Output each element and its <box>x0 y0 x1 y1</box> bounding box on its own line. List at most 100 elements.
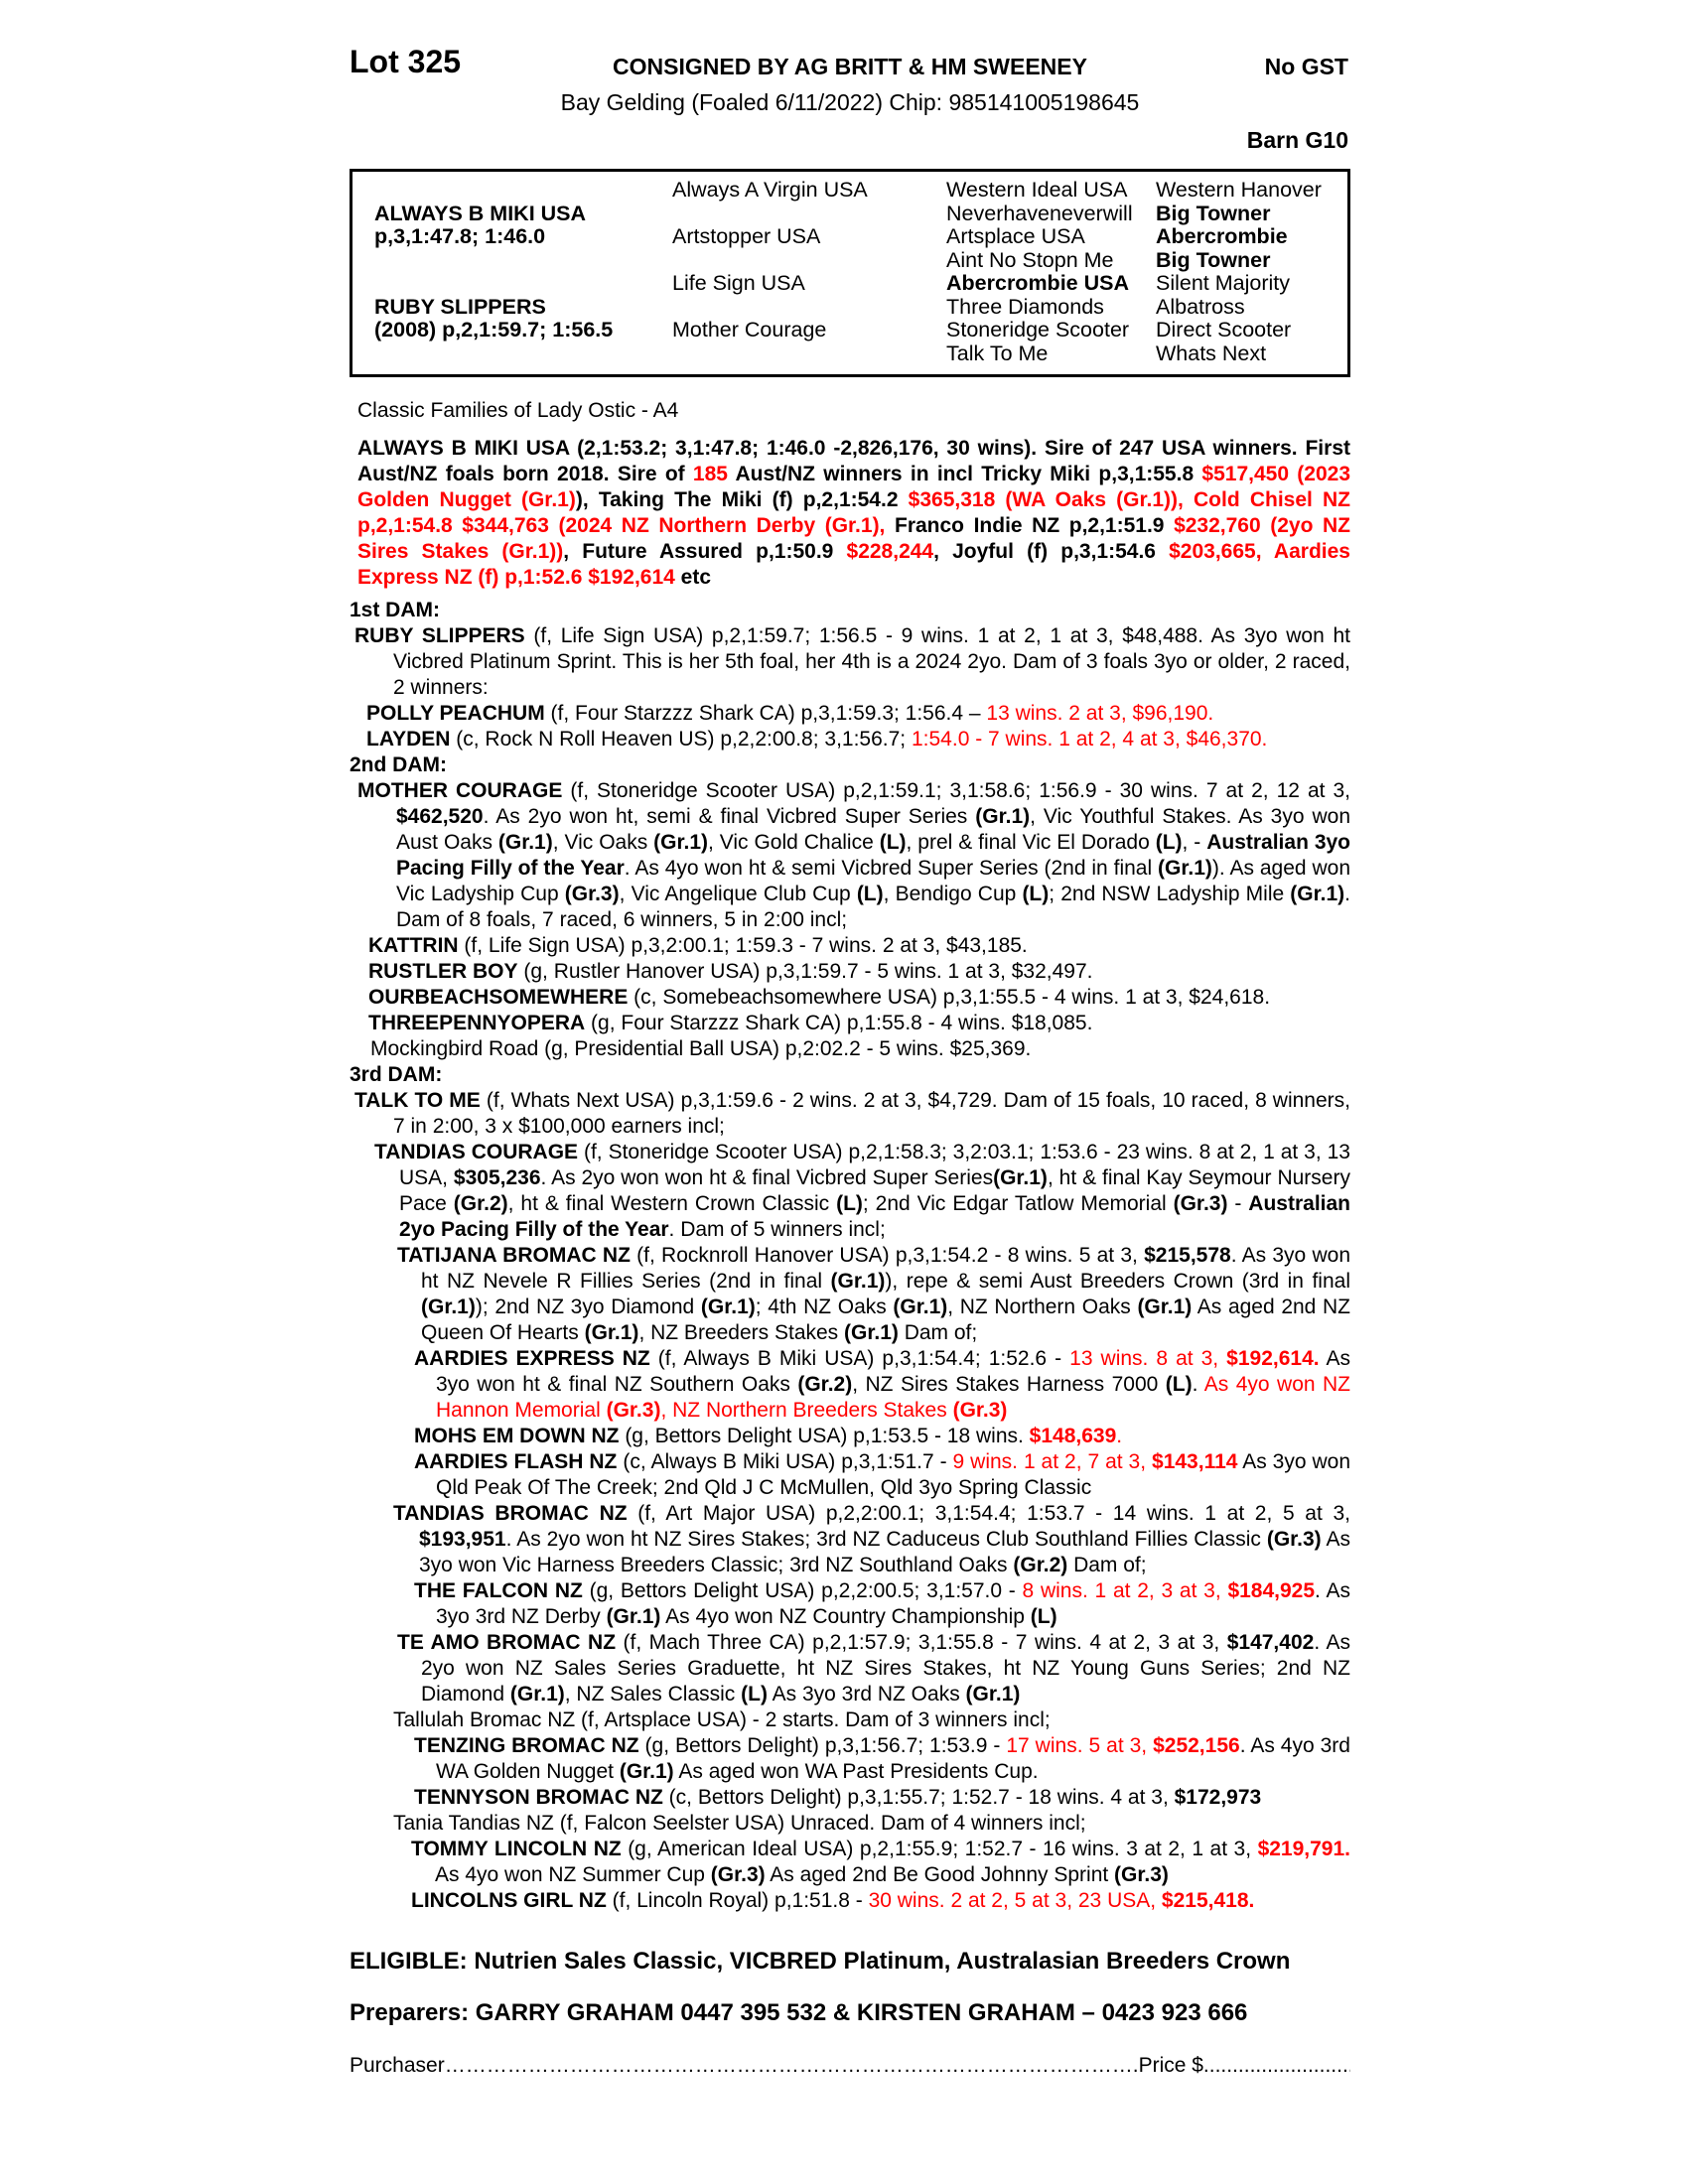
price-label: Price $ <box>1138 2054 1203 2077</box>
text-segment: . As 3yo 3rd NZ Derby <box>436 1579 1350 1628</box>
text-segment: $219,791. <box>1257 1838 1350 1860</box>
text-segment: $184,925 <box>1227 1579 1316 1602</box>
text-segment: As 4yo won NZ Country Championship <box>660 1605 1031 1628</box>
mockingbird-road: Mockingbird Road (g, Presidential Ball U… <box>350 1036 1350 1062</box>
text-segment: $365,318 (WA Oaks (Gr.1)), Cold Chisel N… <box>357 488 1351 537</box>
pedigree-cell: Whats Next <box>1156 341 1267 365</box>
ruby-slippers: RUBY SLIPPERS (f, Life Sign USA) p,2,1:5… <box>350 623 1350 701</box>
text-segment: (f, Stoneridge Scooter USA) p,2,1:59.1; … <box>562 779 1351 802</box>
text-segment: (Gr.1) <box>619 1760 674 1783</box>
text-segment: (g, Bettors Delight) p,3,1:56.7; 1:53.9 … <box>638 1734 1007 1757</box>
text-segment: (L) <box>879 831 907 854</box>
text-segment: (f, Rocknroll Hanover USA) p,3,1:54.2 - … <box>630 1244 1145 1267</box>
pedigree-cell <box>352 272 672 296</box>
text-segment: (f, Four Starzzz Shark CA) p,3,1:59.3; 1… <box>544 702 987 725</box>
text-segment: 1:54.0 - 7 wins. 1 at 2, 4 at 3, $46,370… <box>911 728 1268 751</box>
pedigree-cell: RUBY SLIPPERS <box>374 294 546 319</box>
tatijana-bromac: TATIJANA BROMAC NZ (f, Rocknroll Hanover… <box>350 1243 1350 1346</box>
text-segment: As 3yo won Qld Peak Of The Creek; 2nd Ql… <box>436 1450 1351 1499</box>
text-segment: (Gr.1) <box>421 1296 476 1318</box>
text-segment: (Gr.2) <box>797 1373 853 1396</box>
text-segment: , NZ Sires Stakes Harness 7000 <box>852 1373 1166 1396</box>
text-segment: (g, Four Starzzz Shark CA) p,1:55.8 - 4 … <box>585 1012 1093 1034</box>
text-segment: - <box>1227 1192 1249 1215</box>
text-segment: 17 wins. 5 at 3, <box>1006 1734 1154 1757</box>
text-segment: TENNYSON BROMAC NZ <box>414 1786 663 1809</box>
text-segment: As 3yo won Vic Harness Breeders Classic;… <box>419 1528 1350 1576</box>
dam3-heading: 3rd DAM: <box>350 1062 1350 1088</box>
text-segment: ; 2nd Vic Edgar Tatlow Memorial <box>862 1192 1174 1215</box>
text-segment: , - <box>1182 831 1207 854</box>
text-segment: ALWAYS B MIKI USA (2,1:53.2; 3,1:47.8; 1… <box>357 437 1350 485</box>
horse-description: Bay Gelding (Foaled 6/11/2022) Chip: 985… <box>560 89 1140 115</box>
text-segment: ), Taking The Miki (f) p,2,1:54.2 <box>575 488 909 511</box>
tandias-courage: TANDIAS COURAGE (f, Stoneridge Scooter U… <box>350 1140 1350 1243</box>
text-segment: Tania Tandias NZ (f, Falcon Seelster USA… <box>393 1812 1086 1835</box>
pedigree-cell: Mother Courage <box>672 318 827 341</box>
text-segment: 3rd DAM: <box>350 1063 443 1086</box>
text-segment: $172,973 <box>1174 1786 1262 1809</box>
text-segment: As 4yo won NZ Summer Cup <box>435 1863 711 1886</box>
pedigree-cell: Western Hanover <box>1156 178 1322 202</box>
price-blank-line: ..................................... <box>1202 2054 1350 2077</box>
the-falcon: THE FALCON NZ (g, Bettors Delight USA) p… <box>350 1578 1350 1630</box>
text-segment: $147,402 <box>1226 1631 1315 1654</box>
pedigree-cell: Big Towner <box>1156 247 1271 272</box>
text-segment: (L) <box>1022 883 1050 905</box>
text-segment: , NZ Breeders Stakes <box>638 1321 845 1344</box>
tandias-bromac: TANDIAS BROMAC NZ (f, Art Major USA) p,2… <box>350 1501 1350 1578</box>
text-segment: POLLY PEACHUM <box>366 702 545 725</box>
text-segment: ). As aged won Vic Ladyship Cup <box>396 857 1350 905</box>
text-segment: (Gr.3) <box>1173 1192 1228 1215</box>
text-segment: (Gr.3) <box>1266 1528 1322 1551</box>
pedigree-cell <box>352 342 672 366</box>
text-segment: (Gr.1) <box>1158 857 1212 880</box>
page-header: Lot 325 CONSIGNED BY AG BRITT & HM SWEEN… <box>350 0 1350 169</box>
text-segment: . As 4yo 3rd WA Golden Nugget <box>436 1734 1350 1783</box>
text-segment: As aged 2nd Be Good Johnny Sprint <box>765 1863 1115 1886</box>
text-segment: , NZ Northern Oaks <box>947 1296 1138 1318</box>
text-segment: ); 2nd NZ 3yo Diamond <box>475 1296 701 1318</box>
text-segment: $462,520 <box>396 805 484 828</box>
text-segment: $305,236 <box>453 1166 541 1189</box>
pedigree-cell: Neverhaveneverwill <box>946 201 1133 225</box>
text-segment: 13 wins. 8 at 3, <box>1069 1347 1227 1370</box>
text-segment: $193,951 <box>419 1528 506 1551</box>
text-segment: . <box>1116 1425 1123 1447</box>
text-segment: Classic Families of Lady Ostic - A4 <box>357 399 679 422</box>
pedigree-cell: Western Ideal USA <box>946 178 1128 202</box>
pedigree-cell: p,3,1:47.8; 1:46.0 <box>374 224 546 248</box>
classic-families-line: Classic Families of Lady Ostic - A4 <box>350 398 1350 424</box>
preparers-line: Preparers: GARRY GRAHAM 0447 395 532 & K… <box>350 1999 1248 2026</box>
text-segment: Dam of; <box>1067 1554 1147 1576</box>
tenzing-bromac: TENZING BROMAC NZ (g, Bettors Delight) p… <box>350 1733 1350 1785</box>
text-segment: Mockingbird Road (g, Presidential Ball U… <box>370 1037 1032 1060</box>
text-segment: (Gr.2) <box>1013 1554 1068 1576</box>
text-segment: (c, Rock N Roll Heaven US) p,2,2:00.8; 3… <box>450 728 912 751</box>
purchaser-line: Purchaser…………………………………………………………………………………… <box>350 2053 1350 2079</box>
text-segment: (Gr.1) <box>700 1296 756 1318</box>
text-segment: (g, Bettors Delight USA) p,2,2:00.5; 3,1… <box>582 1579 1023 1602</box>
eligible-line: ELIGIBLE: Nutrien Sales Classic, VICBRED… <box>350 1948 1291 1975</box>
dam1-heading: 1st DAM: <box>350 598 1350 623</box>
text-segment: , ht & final Western Crown Classic <box>507 1192 837 1215</box>
text-segment: 13 wins. 2 at 3, $96,190. <box>986 702 1214 725</box>
text-segment: (g, American Ideal USA) p,2,1:55.9; 1:52… <box>621 1838 1258 1860</box>
aardies-express: AARDIES EXPRESS NZ (f, Always B Miki USA… <box>350 1346 1350 1424</box>
text-segment: (c, Always B Miki USA) p,3,1:51.7 - <box>617 1450 953 1473</box>
text-segment: (c, Somebeachsomewhere USA) p,3,1:55.5 -… <box>628 986 1271 1009</box>
pedigree-cell: Three Diamonds <box>946 294 1104 319</box>
text-segment: As 3yo 3rd NZ Oaks <box>767 1683 966 1706</box>
text-segment: . As 2yo won ht, semi & final Vicbred Su… <box>483 805 976 828</box>
text-segment: (L) <box>1030 1605 1057 1628</box>
text-segment: (f, Life Sign USA) p,2,1:59.7; 1:56.5 - … <box>393 624 1350 699</box>
text-segment: $192,614. <box>1226 1347 1320 1370</box>
text-segment: . <box>1192 1373 1204 1396</box>
text-segment: 8 wins. 1 at 2, 3 at 3, <box>1022 1579 1228 1602</box>
pedigree-cell: ALWAYS B MIKI USA <box>374 201 587 225</box>
text-segment: ), repe & semi Aust Breeders Crown (3rd … <box>885 1270 1350 1293</box>
pedigree-cell: Abercrombie USA <box>946 271 1129 295</box>
pedigree-cell: Silent Majority <box>1156 271 1291 295</box>
text-segment: (L) <box>836 1192 863 1215</box>
